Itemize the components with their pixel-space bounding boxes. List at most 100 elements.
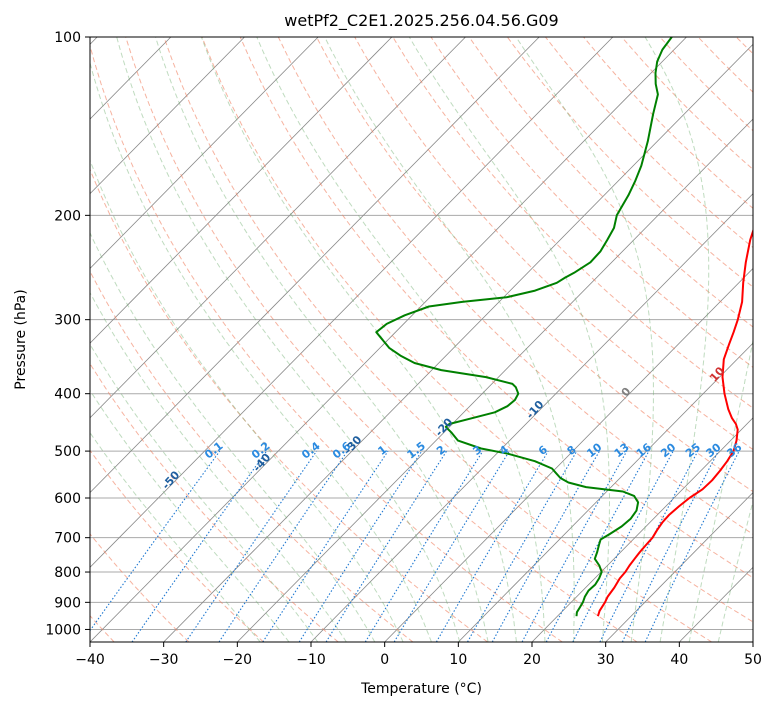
x-tick-label: −20 bbox=[223, 652, 253, 668]
dry-adiabat-line bbox=[583, 37, 753, 209]
isotherm-line bbox=[90, 37, 393, 344]
dry-adiabat-line bbox=[735, 37, 753, 55]
moist-adiabat-line bbox=[688, 337, 753, 642]
mixing-ratio-line bbox=[262, 450, 389, 642]
moist-adiabat-line bbox=[90, 61, 432, 642]
x-tick-label: 10 bbox=[449, 652, 467, 668]
isotherm-line bbox=[90, 37, 245, 195]
line-labels: 0.10.20.40.611.52346810131620253036-100-… bbox=[0, 364, 745, 527]
dry-adiabat-line bbox=[90, 533, 190, 642]
mixing-ratio-line bbox=[491, 450, 600, 642]
y-axis-label: Pressure (hPa) bbox=[13, 289, 29, 389]
x-tick-label: −30 bbox=[149, 652, 179, 668]
dry-adiabat-line bbox=[659, 37, 753, 132]
isobar-grid bbox=[90, 37, 753, 630]
y-tick-label: 300 bbox=[54, 313, 81, 329]
chart-title: wetPf2_C2E1.2025.256.04.56.G09 bbox=[284, 11, 558, 31]
mixing-ratio-label: 0.1 bbox=[202, 439, 225, 461]
moist-adiabat-line bbox=[200, 37, 517, 642]
mixing-ratio-line bbox=[218, 450, 348, 642]
isotherm-grid bbox=[90, 37, 753, 642]
dry-adiabat-line bbox=[316, 37, 753, 493]
y-tick-label: 700 bbox=[54, 531, 81, 547]
dry-adiabat-line bbox=[90, 43, 563, 642]
dry-adiabat-label: 10 bbox=[707, 364, 727, 384]
y-tick-label: 600 bbox=[54, 491, 81, 507]
mixing-ratio-line bbox=[545, 450, 650, 642]
dry-adiabat-line bbox=[239, 37, 753, 579]
dry-adiabat-line bbox=[125, 37, 638, 642]
moist-adiabat-line bbox=[256, 37, 546, 642]
mixing-ratio-line bbox=[90, 450, 221, 632]
isotherm-line bbox=[679, 566, 753, 642]
isotherm-line bbox=[163, 43, 753, 642]
y-tick-label: 200 bbox=[54, 208, 81, 224]
moist-adiabat-line bbox=[90, 343, 319, 642]
dry-adiabat-line bbox=[90, 168, 488, 642]
dry-adiabat-label: -10 bbox=[524, 398, 547, 422]
temperature-profile-line bbox=[596, 228, 753, 617]
mixing-ratio-label: 6 bbox=[536, 443, 550, 458]
moist-adiabat-line bbox=[717, 499, 753, 642]
dry-adiabat-line bbox=[90, 270, 414, 642]
y-tick-label: 900 bbox=[54, 595, 81, 611]
dry-adiabat-line bbox=[90, 362, 339, 642]
dry-adiabat-label: 0 bbox=[619, 385, 634, 400]
dry-adiabat-line bbox=[392, 37, 753, 409]
moist-adiabat-line bbox=[324, 37, 575, 642]
dry-adiabat-line bbox=[430, 37, 753, 368]
mixing-ratio-label: 13 bbox=[612, 441, 632, 461]
dry-adiabat-line bbox=[354, 37, 753, 451]
moist-adiabats bbox=[90, 37, 753, 642]
moist-adiabat-line bbox=[90, 158, 404, 642]
y-tick-label: 800 bbox=[54, 565, 81, 581]
dry-adiabat-line bbox=[163, 37, 712, 642]
mixing-ratio-line bbox=[298, 450, 423, 642]
moist-adiabat-line bbox=[644, 37, 710, 642]
isotherm-line bbox=[531, 417, 753, 642]
dry-adiabats bbox=[90, 37, 753, 642]
dry-adiabat-label: -70 bbox=[0, 503, 1, 527]
mixing-ratio-label: 1.5 bbox=[405, 439, 428, 461]
mixing-ratio-label: 20 bbox=[658, 440, 678, 460]
isotherm-line bbox=[90, 37, 319, 270]
y-tick-label: 400 bbox=[54, 387, 81, 403]
isotherm-line bbox=[310, 193, 753, 642]
mixing-ratio-line bbox=[599, 450, 699, 642]
x-tick-label: 20 bbox=[523, 652, 541, 668]
isotherm-line bbox=[90, 37, 466, 419]
isotherm-line bbox=[90, 37, 687, 642]
mixing-ratio-line bbox=[621, 450, 719, 642]
plot-area: 0.10.20.40.611.52346810131620253036-100-… bbox=[0, 37, 753, 642]
x-axis-ticks: −40 −30 −20 −10 0 10 20 30 40 50 bbox=[75, 642, 762, 668]
moist-adiabat-line bbox=[155, 37, 489, 642]
dry-adiabat-line bbox=[277, 37, 753, 535]
moist-adiabat-line bbox=[515, 37, 654, 642]
moist-adiabat-line bbox=[90, 431, 261, 642]
dry-adiabat-line bbox=[545, 37, 753, 249]
dewpoint-profile-line bbox=[375, 37, 673, 617]
isotherm-line bbox=[90, 37, 540, 494]
mixing-ratio-line bbox=[131, 450, 268, 642]
mixing-ratio-label: 0.4 bbox=[299, 439, 323, 461]
mixing-ratio-label: 1 bbox=[375, 443, 389, 458]
mixing-ratio-line bbox=[185, 450, 318, 642]
isotherm-line bbox=[605, 492, 753, 642]
isotherm-line bbox=[752, 641, 753, 642]
isotherm-line bbox=[458, 342, 753, 642]
x-tick-label: −40 bbox=[75, 652, 105, 668]
mixing-ratio-label: 8 bbox=[565, 443, 579, 458]
y-tick-label: 500 bbox=[54, 444, 81, 460]
x-tick-label: 40 bbox=[670, 652, 688, 668]
mixing-ratio-line bbox=[521, 450, 628, 642]
dry-adiabat-line bbox=[697, 37, 753, 93]
moist-adiabat-line bbox=[90, 231, 376, 642]
mixing-ratio-label: 30 bbox=[704, 440, 724, 460]
mixing-ratio-label: 3 bbox=[470, 443, 484, 458]
x-tick-label: −10 bbox=[296, 652, 326, 668]
mixing-ratio-lines bbox=[90, 450, 740, 642]
x-tick-label: 50 bbox=[744, 652, 762, 668]
x-tick-label: 0 bbox=[380, 652, 389, 668]
isotherm-line bbox=[384, 267, 753, 642]
